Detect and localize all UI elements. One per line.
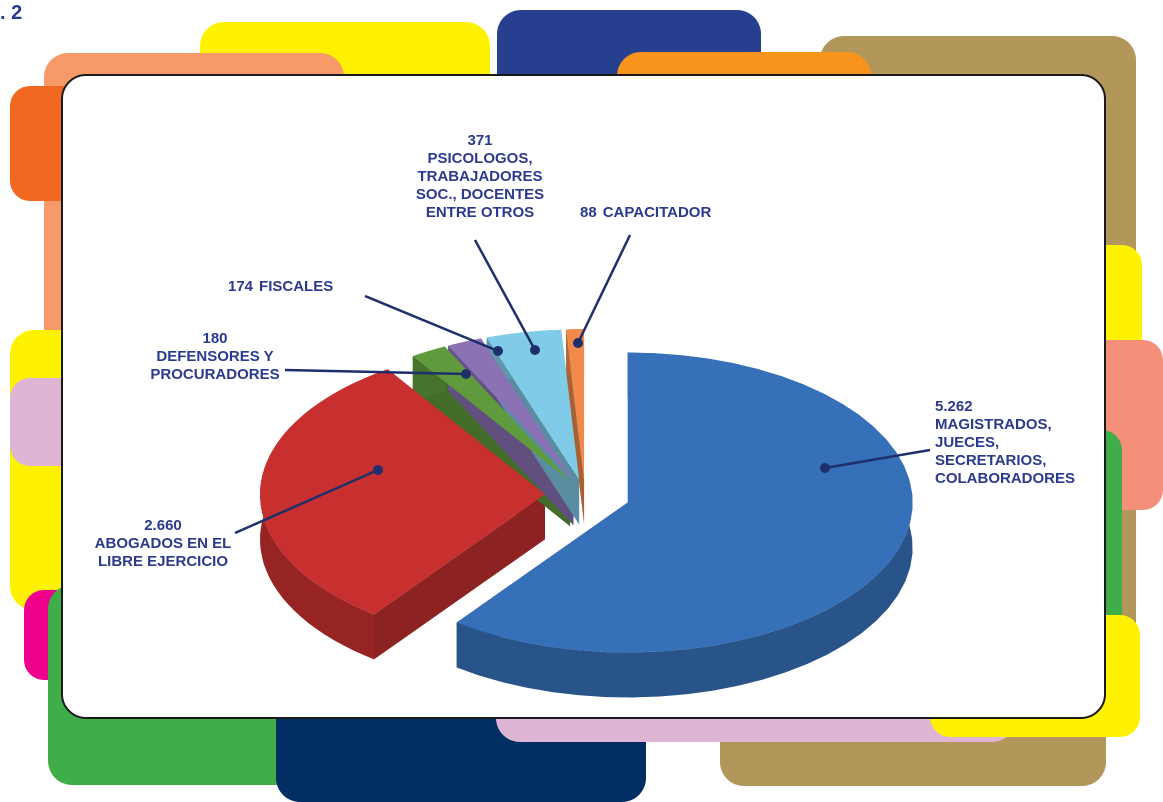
slice bbox=[412, 346, 571, 482]
slice-label: 5.262 MAGISTRADOS, JUECES, SECRETARIOS, C… bbox=[935, 398, 1105, 488]
leader-dot bbox=[573, 338, 583, 348]
value-label: 371 bbox=[467, 132, 493, 149]
slice bbox=[456, 352, 913, 653]
category-label: ABOGADOS EN EL LIBRE EJERCICIO bbox=[94, 535, 232, 570]
slice-label: 2.660 ABOGADOS EN EL LIBRE EJERCICIO bbox=[78, 517, 248, 571]
value-label: 174 bbox=[228, 278, 254, 295]
value-label: 2.660 bbox=[144, 517, 182, 534]
leader-line bbox=[824, 448, 931, 470]
slice-label: 180 DEFENSORES Y PROCURADORES bbox=[140, 330, 290, 384]
leader-dot bbox=[820, 463, 830, 473]
slice-label: 174 FISCALES bbox=[228, 278, 388, 296]
slice bbox=[566, 329, 585, 480]
page-fragment: . 2 bbox=[0, 2, 23, 24]
pie bbox=[260, 329, 913, 698]
leader-dot bbox=[493, 346, 503, 356]
leader-dot bbox=[530, 345, 540, 355]
slice-wall bbox=[566, 329, 585, 525]
category-label: MAGISTRADOS, JUECES, SECRETARIOS, COLABO… bbox=[935, 416, 1076, 487]
leader-dot bbox=[461, 369, 471, 379]
value-label: 180 bbox=[202, 330, 228, 347]
leader-line bbox=[576, 234, 632, 344]
slice-side bbox=[456, 352, 913, 698]
leader-line bbox=[473, 239, 537, 351]
category-label: DEFENSORES Y PROCURADORES bbox=[150, 348, 280, 383]
slice-label: 371 PSICOLOGOS, TRABAJADORES SOC., DOCENT… bbox=[405, 132, 555, 222]
category-label: PSICOLOGOS, TRABAJADORES SOC., DOCENTES … bbox=[415, 150, 545, 221]
leaders bbox=[234, 234, 931, 535]
category-label: FISCALES bbox=[259, 278, 334, 295]
value-label: 88 bbox=[580, 204, 597, 221]
leader-line bbox=[234, 468, 379, 535]
category-label: CAPACITADOR bbox=[602, 204, 712, 221]
leader-line bbox=[364, 294, 499, 353]
slice bbox=[486, 329, 580, 480]
value-label: 5.262 bbox=[935, 398, 973, 415]
slice-label: 88 CAPACITADOR bbox=[580, 204, 760, 222]
slice-wall bbox=[374, 494, 545, 660]
leader-dot bbox=[373, 465, 383, 475]
leader-line bbox=[284, 368, 467, 376]
slice bbox=[260, 369, 545, 615]
slice bbox=[448, 338, 574, 481]
